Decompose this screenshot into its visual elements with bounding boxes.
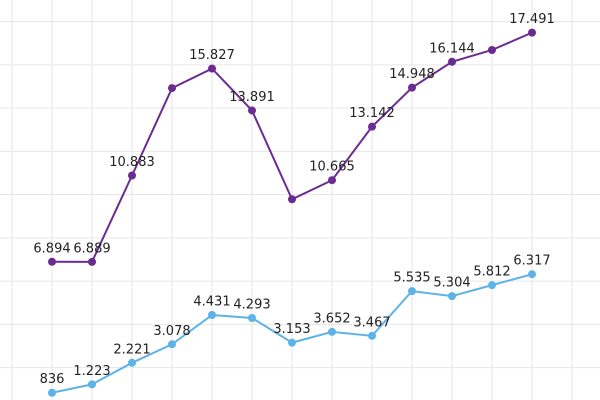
- data-label: 6.317: [513, 254, 550, 269]
- data-point: [368, 122, 376, 131]
- data-label: 10.665: [309, 160, 355, 175]
- data-point: [208, 311, 216, 320]
- data-point: [368, 331, 376, 340]
- data-label: 16.144: [429, 41, 475, 56]
- data-label: 5.812: [473, 265, 510, 280]
- data-point: [168, 340, 176, 349]
- data-point: [248, 313, 256, 322]
- data-point: [448, 292, 456, 301]
- data-point: [168, 84, 176, 93]
- data-point: [128, 358, 136, 367]
- data-point: [288, 338, 296, 347]
- data-point: [248, 106, 256, 115]
- data-label: 3.652: [313, 311, 350, 326]
- data-label: 5.304: [433, 276, 470, 291]
- data-label: 4.431: [193, 295, 230, 310]
- data-point: [288, 195, 296, 204]
- data-label: 3.467: [353, 315, 390, 330]
- data-label: 13.891: [229, 90, 275, 105]
- data-point: [408, 287, 416, 296]
- data-label: 6.894: [33, 241, 70, 256]
- data-label: 1.223: [73, 364, 110, 379]
- data-label: 2.221: [113, 342, 150, 357]
- data-point: [488, 45, 496, 54]
- data-label: 3.153: [273, 322, 310, 337]
- data-point: [408, 83, 416, 92]
- data-point: [48, 388, 56, 397]
- data-label: 3.078: [153, 324, 190, 339]
- data-label: 4.293: [233, 297, 270, 312]
- data-label: 17.491: [509, 12, 555, 27]
- data-point: [448, 57, 456, 66]
- data-point: [488, 281, 496, 290]
- data-label: 15.827: [189, 48, 235, 63]
- data-label: 10.883: [109, 155, 155, 170]
- data-label: 14.948: [389, 67, 435, 82]
- data-point: [328, 176, 336, 185]
- data-point: [328, 327, 336, 336]
- data-label: 6.889: [73, 241, 110, 256]
- data-point: [528, 270, 536, 279]
- data-point: [88, 380, 96, 389]
- data-label: 13.142: [349, 106, 395, 121]
- data-point: [88, 257, 96, 266]
- data-point: [48, 257, 56, 266]
- data-point: [128, 171, 136, 180]
- data-label: 836: [40, 372, 65, 387]
- data-point: [528, 28, 536, 37]
- data-point: [208, 64, 216, 73]
- data-label: 5.535: [393, 271, 430, 286]
